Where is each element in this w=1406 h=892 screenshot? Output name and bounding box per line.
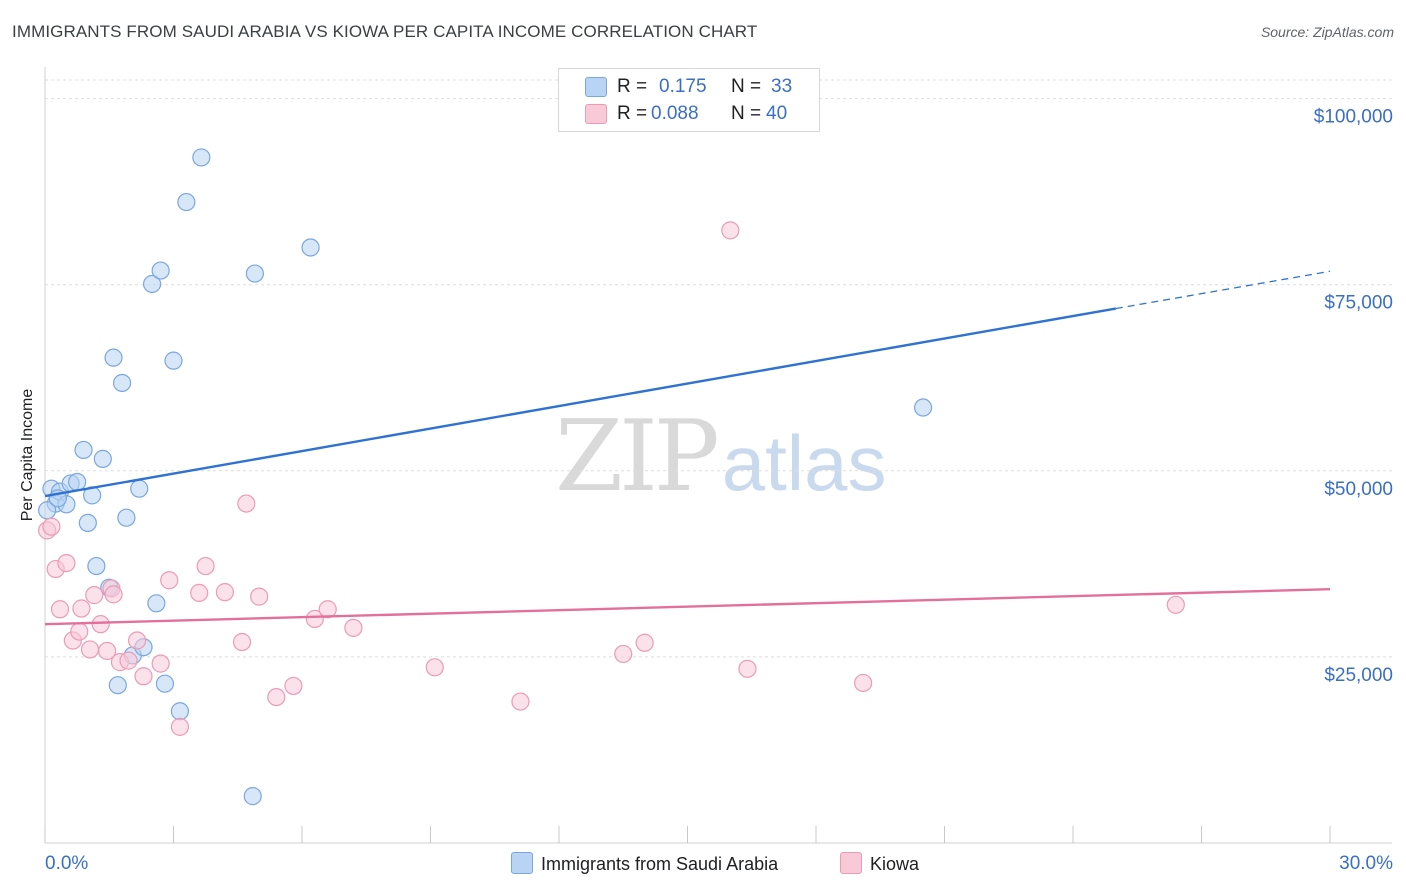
- legend-swatch-blue: [585, 77, 607, 97]
- trend-line-blue: [44, 307, 1117, 498]
- data-point-blue: [78, 513, 97, 533]
- watermark-zip: ZIP: [555, 400, 720, 514]
- data-point-blue: [192, 148, 211, 167]
- data-point-pink: [305, 609, 324, 629]
- data-point-pink: [237, 494, 256, 513]
- legend-r-value: 0.088: [651, 103, 699, 124]
- data-point-pink: [72, 599, 91, 618]
- data-point-pink: [721, 221, 740, 240]
- data-point-pink: [614, 644, 633, 664]
- trend-line-extension-blue: [1115, 270, 1331, 310]
- legend-n-value: 40: [766, 103, 788, 124]
- data-point-blue: [170, 702, 190, 721]
- data-point-blue: [108, 676, 127, 695]
- data-point-pink: [57, 554, 76, 573]
- data-point-blue: [104, 348, 123, 367]
- data-point-pink: [854, 673, 873, 693]
- x-tick-label: 30.0%: [1339, 853, 1393, 874]
- legend-r-value: 0.175: [659, 76, 707, 97]
- x-tick-label: 0.0%: [45, 853, 88, 874]
- data-point-pink: [127, 631, 147, 650]
- data-point-pink: [170, 717, 190, 736]
- bottom-legend-kiowa: Kiowa: [840, 852, 919, 875]
- data-point-blue: [74, 440, 93, 460]
- data-point-pink: [232, 632, 252, 652]
- trend-line-pink: [44, 587, 1331, 626]
- data-point-pink: [425, 658, 444, 677]
- data-point-blue: [93, 449, 112, 468]
- legend-r-label: R =: [617, 76, 648, 97]
- chart-title: IMMIGRANTS FROM SAUDI ARABIA VS KIOWA PE…: [12, 22, 758, 41]
- legend-swatch-pink: [585, 104, 607, 124]
- data-point-pink: [635, 633, 654, 652]
- data-point-pink: [215, 583, 234, 602]
- y-tick-label: $50,000: [1324, 479, 1393, 500]
- data-point-blue: [177, 192, 196, 212]
- data-point-pink: [318, 600, 337, 619]
- stats-legend: R = 0.175 N = 33 R = 0.088 N = 40: [558, 68, 820, 132]
- legend-n-value: 33: [771, 76, 793, 97]
- data-point-pink: [70, 622, 89, 641]
- data-point-blue: [243, 787, 262, 806]
- bottom-legend-swatch-pink: [840, 852, 862, 874]
- data-point-pink: [190, 583, 209, 602]
- data-point-blue: [301, 238, 320, 257]
- source-credit: Source: ZipAtlas.com: [1260, 24, 1394, 40]
- data-point-blue: [164, 351, 183, 370]
- data-point-blue: [87, 556, 106, 576]
- data-point-blue: [147, 594, 166, 613]
- data-point-pink: [134, 667, 153, 686]
- watermark-atlas: atlas: [721, 419, 887, 507]
- legend-n-label: N =: [731, 76, 762, 97]
- bottom-legend-label: Immigrants from Saudi Arabia: [541, 854, 779, 874]
- bottom-legend-label: Kiowa: [870, 854, 920, 874]
- data-point-pink: [344, 618, 363, 637]
- data-point-pink: [284, 676, 303, 696]
- data-point-pink: [104, 585, 123, 604]
- data-point-pink: [738, 659, 757, 678]
- y-tick-label: $25,000: [1324, 665, 1393, 686]
- watermark: ZIPatlas: [555, 400, 887, 514]
- data-point-blue: [151, 261, 170, 280]
- data-point-pink: [119, 651, 138, 670]
- data-point-pink: [151, 654, 170, 673]
- data-point-pink: [80, 640, 100, 659]
- bottom-legend-swatch-blue: [511, 852, 533, 874]
- legend-r-label: R =: [617, 103, 648, 124]
- data-point-blue: [117, 508, 136, 527]
- y-tick-label: $75,000: [1324, 293, 1393, 314]
- data-point-blue: [245, 264, 264, 283]
- data-point-blue: [913, 398, 933, 417]
- data-point-pink: [196, 556, 215, 576]
- data-point-pink: [85, 586, 104, 605]
- data-point-blue: [155, 674, 175, 693]
- data-point-pink: [98, 641, 117, 661]
- data-point-pink: [160, 571, 179, 590]
- data-point-pink: [1166, 595, 1185, 614]
- data-point-pink: [50, 600, 70, 619]
- data-point-blue: [68, 472, 87, 492]
- data-point-pink: [511, 692, 530, 711]
- data-point-pink: [267, 687, 286, 707]
- legend-n-label: N =: [731, 103, 762, 124]
- bottom-legend-saudi: Immigrants from Saudi Arabia: [511, 852, 778, 875]
- data-point-blue: [130, 479, 149, 498]
- data-point-pink: [91, 615, 110, 634]
- data-point-blue: [142, 274, 162, 294]
- data-point-pink: [250, 587, 269, 606]
- y-tick-label: $100,000: [1314, 107, 1393, 128]
- data-point-blue: [112, 373, 132, 393]
- data-point-pink: [42, 517, 61, 536]
